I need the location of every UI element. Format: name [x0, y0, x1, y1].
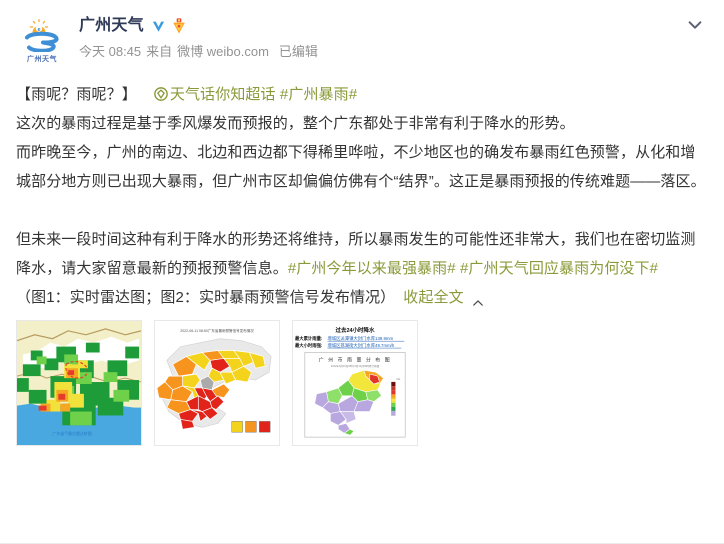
author-name[interactable]: 广州天气 — [79, 17, 144, 34]
vip-member-icon[interactable] — [171, 17, 187, 35]
svg-text:e: e — [37, 27, 40, 33]
media-caption: （图1：实时雷达图；图2：实时暴雨预警信号发布情况） — [16, 289, 396, 306]
post-source[interactable]: 微博 weibo.com — [177, 44, 269, 59]
rainfall-line1-label: 最大累计雨量: — [295, 335, 323, 342]
svg-text:mm: mm — [396, 378, 400, 381]
media-caption-row: （图1：实时雷达图；图2：实时暴雨预警信号发布情况） 收起全文 — [16, 283, 708, 312]
hashtag-main[interactable]: #广州暴雨# — [279, 86, 358, 103]
avatar[interactable]: e 广州天气 — [16, 14, 68, 66]
name-row: 广州天气 — [79, 15, 318, 37]
rainfall-line2-value: 增城区荔湖街大封门水库49.7mm/h — [327, 342, 394, 349]
swoosh-logo-icon — [25, 31, 59, 52]
hashtag-third[interactable]: #广州天气回应暴雨为何没下# — [459, 260, 659, 277]
post-meta-row: 今天 08:45 来自 微博 weibo.com 已编辑 — [79, 43, 318, 60]
svg-text:广东省气象台雷达拼图: 广东省气象台雷达拼图 — [52, 431, 91, 436]
media-gallery: 广东省气象台雷达拼图 2022-06-11 08:50广东省暴雨预警信号发布情况 — [16, 320, 708, 446]
rainfall-inner-title: 广 州 市 雨 量 分 布 图 — [319, 356, 391, 363]
header-meta: 广州天气 今天 08:45 — [79, 14, 318, 60]
rainfall-line1-value: 增城区派潭镇大封门水库139.9mm — [327, 335, 393, 342]
warning-signal-map-image[interactable]: 2022-06-11 08:50广东省暴雨预警信号发布情况 — [154, 320, 280, 446]
rainfall-24h-image[interactable]: 过去24小时降水 最大累计雨量: 增城区派潭镇大封门水库139.9mm 最大小时… — [292, 320, 418, 446]
warning-map-caption: 2022-06-11 08:50广东省暴雨预警信号发布情况 — [180, 328, 254, 333]
hashtag-second[interactable]: #广州今年以来最强暴雨# — [287, 260, 456, 277]
post-paragraph-2: 而昨晚至今，广州的南边、北边和西边都下得稀里哗啦，不少地区也的确发布暴雨红色预警… — [16, 144, 706, 190]
post-paragraph-1: 这次的暴雨过程是基于季风爆发而预报的，整个广东都处于非常有利于降水的形势。 — [16, 115, 575, 132]
chevron-up-icon[interactable] — [471, 291, 485, 306]
supertopic-link[interactable]: 天气话你知超话 — [154, 86, 276, 103]
supertopic-label: 天气话你知超话 — [169, 86, 276, 103]
verified-v-icon[interactable] — [151, 19, 166, 34]
rainfall-title: 过去24小时降水 — [335, 326, 375, 334]
post-text: 【雨呢？雨呢？】 天气话你知超话 #广州暴雨# 这次的暴雨过程是基于季风爆发而预… — [16, 80, 708, 312]
chevron-down-icon[interactable] — [686, 16, 704, 34]
rainfall-line2-label: 最大小时雨强: — [295, 342, 323, 349]
sun-logo-icon: e — [29, 19, 49, 33]
edited-flag: 已编辑 — [278, 44, 318, 59]
supertopic-diamond-icon — [154, 82, 168, 101]
radar-map-image[interactable]: 广东省气象台雷达拼图 — [16, 320, 142, 446]
post-first-line: 【雨呢？雨呢？】 天气话你知超话 #广州暴雨# — [16, 80, 708, 109]
post-title-bracket: 【雨呢？雨呢？】 — [16, 86, 137, 103]
post-header: e 广州天气 广州天气 — [16, 14, 708, 72]
svg-text:2022年6月10日08时-6月11日08时累计雨量: 2022年6月10日08时-6月11日08时累计雨量 — [331, 364, 380, 368]
paragraph-3-text: 但未来一段时间这种有利于降水的形势还将维持，所以暴雨发生的可能性还非常大，我们也… — [16, 231, 696, 277]
collapse-full-text-button[interactable]: 收起全文 — [403, 289, 464, 306]
paragraph-spacer — [16, 196, 708, 225]
from-label: 来自 — [146, 44, 173, 59]
post-paragraph-3: 但未来一段时间这种有利于降水的形势还将维持，所以暴雨发生的可能性还非常大，我们也… — [16, 225, 708, 283]
avatar-logo-text: 广州天气 — [27, 56, 57, 63]
post-time[interactable]: 今天 08:45 — [79, 44, 142, 59]
